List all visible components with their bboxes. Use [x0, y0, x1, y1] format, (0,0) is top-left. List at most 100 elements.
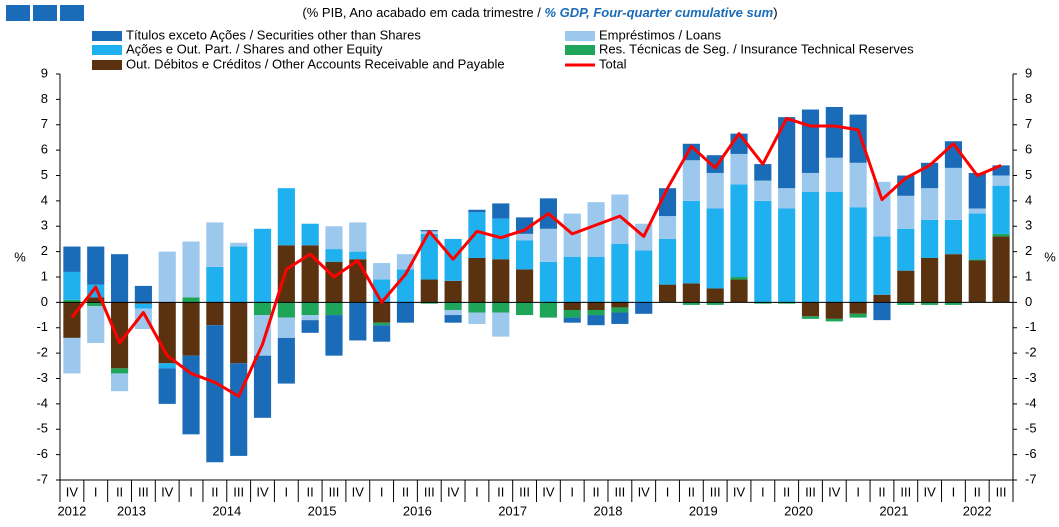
- bar-segment: [492, 312, 510, 337]
- x-tick-label: II: [592, 484, 599, 499]
- bar-segment: [778, 208, 796, 303]
- bar-segment: [349, 222, 367, 252]
- y-tick-label: -7: [36, 471, 48, 486]
- bar-segment: [587, 309, 605, 316]
- y-tick-label: -4: [36, 395, 48, 410]
- x-tick-label: IV: [256, 484, 269, 499]
- bar-segment: [992, 175, 1010, 186]
- year-label: 2016: [403, 503, 432, 518]
- bar-segment: [778, 117, 796, 189]
- bar-segment: [325, 302, 343, 316]
- bar-segment: [801, 191, 820, 303]
- bar-segment: [253, 315, 272, 356]
- bar-segment: [468, 302, 486, 313]
- x-tick-label: IV: [447, 484, 460, 499]
- bar-segment: [110, 368, 129, 374]
- x-tick-label: IV: [733, 484, 746, 499]
- bar-segment: [444, 315, 462, 323]
- bar-segment: [87, 306, 105, 343]
- legend-swatch: [92, 45, 122, 55]
- bar-segment: [563, 317, 581, 323]
- y-tick-label: 7: [41, 116, 48, 131]
- x-tick-label: I: [761, 484, 765, 499]
- bar-segment: [992, 236, 1010, 303]
- bar-segment: [730, 153, 748, 185]
- bar-segment: [87, 297, 105, 303]
- bar-segment: [801, 302, 820, 317]
- legend-swatch: [565, 31, 595, 41]
- bar-segment: [63, 337, 81, 374]
- bar-segment: [301, 320, 319, 333]
- x-tick-label: III: [710, 484, 721, 499]
- bar-segment: [658, 216, 677, 239]
- bar-segment: [825, 191, 843, 303]
- x-tick-label: IV: [923, 484, 936, 499]
- bar-segment: [873, 302, 891, 321]
- x-tick-label: III: [233, 484, 244, 499]
- x-tick-label: IV: [828, 484, 841, 499]
- bar-segment: [968, 259, 986, 261]
- x-tick-label: I: [952, 484, 956, 499]
- bar-segment: [373, 325, 391, 342]
- bar-segment: [730, 184, 748, 277]
- bar-segment: [730, 279, 748, 303]
- y-tick-label: 5: [41, 167, 48, 182]
- bar-segment: [253, 302, 272, 316]
- bar-segment: [897, 270, 915, 303]
- bar-segment: [658, 284, 677, 303]
- y-tick-label: 6: [41, 142, 48, 157]
- bar-segment: [325, 315, 343, 356]
- bar-segment: [611, 312, 629, 324]
- bar-segment: [325, 249, 343, 262]
- bar-segment: [635, 250, 653, 303]
- x-tick-label: II: [974, 484, 981, 499]
- bar-segment: [849, 114, 867, 163]
- legend-label: Empréstimos / Loans: [599, 27, 722, 42]
- bar-segment: [897, 195, 915, 229]
- bar-segment: [778, 302, 796, 304]
- bar-segment: [253, 355, 272, 418]
- y2-tick-label: 7: [1025, 116, 1032, 131]
- bar-segment: [968, 213, 986, 260]
- bar-segment: [63, 299, 81, 303]
- x-tick-label: II: [878, 484, 885, 499]
- legend-label: Total: [599, 56, 627, 71]
- bar-segment: [730, 277, 748, 280]
- y2-tick-label: -2: [1025, 345, 1037, 360]
- bar-segment: [849, 162, 867, 208]
- bar-segment: [611, 244, 629, 303]
- legend-swatch: [92, 31, 122, 41]
- bar-segment: [134, 303, 152, 309]
- bar-segment: [801, 172, 820, 192]
- x-tick-label: I: [475, 484, 479, 499]
- bar-segment: [277, 337, 295, 384]
- logo-block: [33, 5, 57, 21]
- y2-tick-label: -7: [1025, 471, 1037, 486]
- bar-segment: [492, 203, 510, 219]
- legend-label: Res. Técnicas de Seg. / Insurance Techni…: [599, 41, 914, 56]
- x-tick-label: I: [380, 484, 384, 499]
- y2-tick-label: -5: [1025, 421, 1037, 436]
- bar-segment: [611, 194, 629, 245]
- bar-segment: [563, 302, 581, 310]
- bar-segment: [897, 302, 915, 305]
- subtitle-en: % GDP, Four-quarter cumulative sum: [544, 5, 773, 20]
- bar-segment: [539, 302, 557, 318]
- bar-segment: [63, 271, 81, 300]
- bar-segment: [468, 312, 486, 324]
- bar-segment: [349, 302, 367, 341]
- bar-segment: [134, 308, 152, 330]
- bar-segment: [110, 254, 129, 303]
- bar-segment: [873, 181, 891, 237]
- legend-swatch: [565, 45, 595, 55]
- x-tick-label: I: [570, 484, 574, 499]
- bar-segment: [349, 251, 367, 260]
- bar-segment: [873, 294, 891, 303]
- bar-segment: [921, 257, 939, 303]
- y-tick-label: 4: [41, 192, 48, 207]
- bar-segment: [587, 302, 605, 310]
- bar-segment: [444, 280, 462, 303]
- bar-segment: [682, 200, 700, 284]
- bar-segment: [682, 302, 700, 305]
- bar-segment: [944, 167, 963, 220]
